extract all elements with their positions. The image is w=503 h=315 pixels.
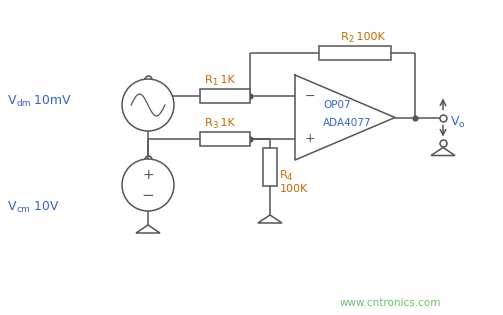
Text: V: V — [451, 115, 460, 128]
Polygon shape — [258, 215, 282, 223]
Text: 1K: 1K — [217, 75, 235, 85]
Bar — [200, 89, 250, 103]
Text: ADA4077: ADA4077 — [323, 117, 372, 128]
Text: o: o — [459, 120, 464, 129]
Text: 4: 4 — [287, 174, 292, 182]
Text: 10V: 10V — [30, 201, 58, 214]
Bar — [263, 148, 277, 186]
Text: 10mV: 10mV — [30, 94, 70, 107]
Polygon shape — [136, 225, 160, 233]
Text: cm: cm — [17, 205, 31, 215]
Text: R: R — [280, 170, 288, 180]
Text: R: R — [341, 32, 349, 42]
Circle shape — [122, 79, 174, 131]
Text: 2: 2 — [348, 35, 353, 44]
Circle shape — [122, 159, 174, 211]
Text: V: V — [8, 94, 17, 107]
Text: −: − — [305, 90, 315, 103]
Text: +: + — [142, 168, 154, 182]
Text: www.cntronics.com: www.cntronics.com — [340, 298, 441, 308]
Polygon shape — [431, 147, 455, 156]
Text: 3: 3 — [212, 121, 217, 130]
Text: −: − — [142, 187, 154, 203]
Bar — [200, 132, 250, 146]
Text: 1K: 1K — [217, 118, 235, 128]
Bar — [319, 46, 391, 60]
Text: R: R — [205, 75, 213, 85]
Text: R: R — [205, 118, 213, 128]
Text: dm: dm — [17, 100, 32, 108]
Text: V: V — [8, 201, 17, 214]
Text: OP07: OP07 — [323, 100, 351, 111]
Text: 1: 1 — [212, 78, 217, 87]
Text: 100K: 100K — [353, 32, 385, 42]
Text: +: + — [305, 132, 315, 145]
Text: 100K: 100K — [280, 184, 308, 194]
